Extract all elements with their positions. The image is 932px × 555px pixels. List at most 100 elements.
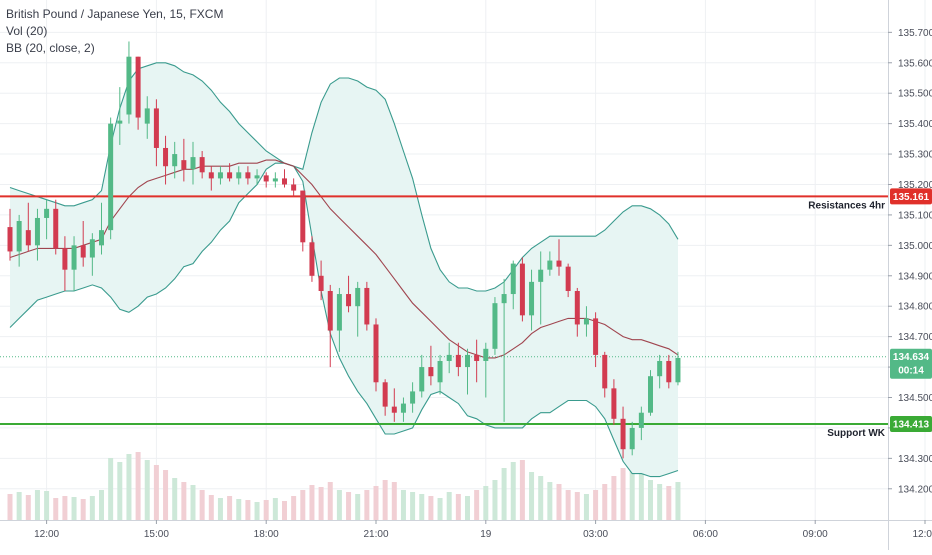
last-price-label: 134.634 [893, 352, 930, 363]
candle [99, 202, 104, 255]
candle-body [172, 154, 178, 167]
candle [245, 166, 251, 185]
candle-body [62, 248, 68, 270]
candle [327, 284, 333, 368]
candle-body [364, 287, 370, 325]
volume-bar [492, 480, 498, 520]
chart-legend: British Pound / Japanese Yen, 15, FXCM V… [6, 6, 223, 57]
volume-bar [153, 465, 159, 520]
candle-body [529, 281, 535, 316]
candle-body [483, 348, 489, 361]
candle [620, 406, 626, 459]
volume-bar [62, 496, 68, 520]
volume-bar [574, 492, 580, 520]
y-tick-label: 134.800 [898, 302, 932, 313]
candle-body [227, 172, 233, 179]
legend-bollinger[interactable]: BB (20, close, 2) [6, 41, 95, 55]
y-tick-label: 135.200 [898, 180, 932, 191]
candle-body [25, 230, 31, 246]
candle [437, 354, 443, 395]
candle [583, 306, 589, 337]
candle-body [236, 172, 242, 179]
volume-bar [465, 496, 470, 520]
volume-bar [556, 484, 562, 520]
candle [529, 269, 535, 331]
candle [153, 99, 159, 167]
volume-bar [510, 462, 516, 520]
volume-bar [263, 500, 269, 520]
last-price-tag [890, 348, 932, 379]
candle-body [565, 266, 571, 291]
candle-body [99, 230, 104, 246]
volume-bar [135, 452, 141, 520]
candle-body [318, 275, 324, 291]
y-tick-label: 135.500 [898, 89, 932, 100]
candle [400, 397, 406, 422]
volume-bar [318, 487, 324, 520]
candle [510, 260, 516, 310]
candle-body [309, 242, 315, 276]
candle [410, 382, 416, 413]
candle [446, 342, 452, 374]
candle-body [611, 388, 617, 419]
candle-body [593, 318, 599, 355]
candle [629, 421, 635, 456]
candle-body [282, 178, 287, 185]
candle-body [199, 157, 205, 173]
candle [638, 406, 644, 441]
candle [89, 233, 95, 276]
y-tick-label: 134.200 [898, 484, 932, 495]
candle-body [327, 290, 333, 331]
candle-body [510, 263, 516, 295]
volume-bar [117, 462, 123, 520]
candle [648, 370, 653, 416]
volume-bar [501, 468, 507, 520]
volume-bar [272, 498, 278, 520]
candle [16, 214, 22, 267]
volume-bar [675, 482, 681, 520]
volume-bar [620, 468, 626, 520]
candle-body [382, 382, 388, 407]
candle-body [602, 354, 608, 389]
legend-volume[interactable]: Vol (20) [6, 24, 48, 38]
legend-symbol[interactable]: British Pound / Japanese Yen, 15, FXCM [6, 7, 224, 21]
candle [163, 135, 169, 185]
volume-bar [547, 482, 553, 520]
candle [465, 348, 470, 395]
candle [71, 236, 77, 291]
candle [666, 354, 672, 389]
volume-bar [593, 490, 599, 520]
x-tick-label: 15:00 [144, 529, 169, 540]
volume-bar [666, 486, 672, 520]
volume-bar [80, 499, 86, 520]
volume-bar [71, 497, 77, 520]
candle [117, 87, 123, 145]
band-lower [9, 162, 679, 478]
candle [108, 117, 114, 240]
y-tick-label: 135.400 [898, 119, 932, 130]
candle-body [547, 260, 553, 270]
candle [190, 141, 196, 185]
candle-body [657, 360, 663, 377]
candle [657, 354, 663, 389]
volume-bar [245, 500, 251, 520]
candle-body [419, 367, 425, 392]
candle [373, 318, 379, 392]
volume-bar [657, 484, 663, 520]
candle [208, 166, 214, 191]
horizontal-levels[interactable]: Resistances 4hr Support WK [0, 195, 888, 439]
volume-bar [108, 458, 114, 520]
candle-body [336, 294, 342, 331]
candle-body [648, 376, 653, 413]
candle-body [16, 221, 22, 252]
volume-bar [446, 492, 452, 520]
volume-bar [364, 490, 370, 520]
volume-bar [428, 496, 434, 520]
y-tick-label: 135.100 [898, 210, 932, 221]
candle [135, 56, 141, 130]
band-basis [9, 159, 679, 359]
candle [391, 388, 397, 422]
